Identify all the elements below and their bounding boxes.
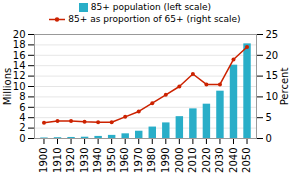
svg-text:2020: 2020 [201, 148, 212, 173]
svg-text:14: 14 [13, 60, 26, 71]
svg-text:15: 15 [266, 70, 279, 81]
svg-text:10: 10 [266, 91, 279, 102]
svg-text:1910: 1910 [52, 148, 63, 173]
svg-text:0: 0 [19, 133, 25, 144]
svg-text:25: 25 [266, 29, 279, 40]
svg-text:2050: 2050 [241, 148, 252, 173]
svg-text:20: 20 [266, 50, 279, 61]
svg-text:4: 4 [19, 112, 25, 123]
svg-text:1930: 1930 [79, 148, 90, 173]
svg-text:2000: 2000 [174, 148, 185, 173]
svg-text:2: 2 [19, 122, 25, 133]
svg-text:2040: 2040 [228, 148, 239, 173]
svg-text:2010: 2010 [187, 148, 198, 173]
html-text:85+ population (left scale): 85+ population (left scale) [90, 2, 212, 12]
svg-text:Percent: Percent [279, 68, 290, 106]
svg-text:2030: 2030 [214, 148, 225, 173]
svg-text:1900: 1900 [38, 148, 49, 173]
svg-text:1950: 1950 [106, 148, 117, 173]
svg-text:18: 18 [13, 39, 26, 50]
svg-text:20: 20 [13, 29, 26, 40]
svg-text:1940: 1940 [92, 148, 103, 173]
html-text:85+ as proportion of 65+ (righ: 85+ as proportion of 65+ (right scale) [68, 14, 241, 24]
svg-text:1920: 1920 [65, 148, 76, 173]
svg-text:16: 16 [13, 50, 26, 61]
svg-text:1990: 1990 [160, 148, 171, 173]
svg-text:6: 6 [19, 102, 25, 113]
svg-text:1980: 1980 [146, 148, 157, 173]
svg-text:Millions: Millions [2, 68, 13, 105]
svg-text:0: 0 [266, 133, 272, 144]
svg-text:12: 12 [13, 70, 26, 81]
svg-text:5: 5 [266, 112, 272, 123]
svg-text:1970: 1970 [133, 148, 144, 173]
svg-text:10: 10 [13, 81, 26, 92]
svg-text:1960: 1960 [119, 148, 130, 173]
svg-text:8: 8 [19, 91, 25, 102]
